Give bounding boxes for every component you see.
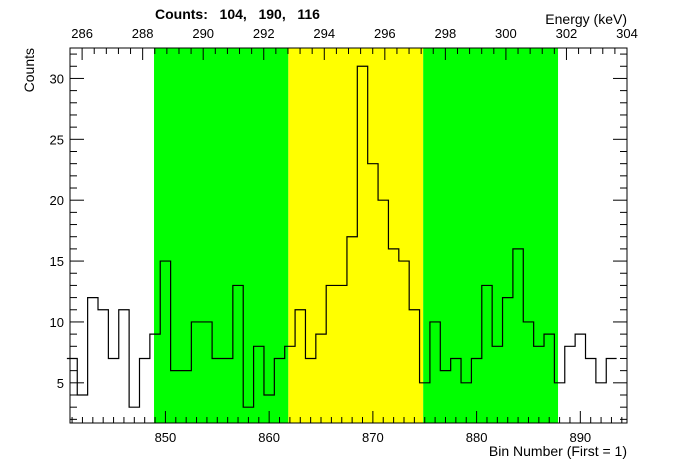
axes-layer bbox=[69, 47, 628, 424]
x-tick-label-870: 870 bbox=[362, 430, 384, 445]
energy-axis-title: Energy (keV) bbox=[545, 11, 627, 27]
histogram-bin-846 bbox=[119, 310, 129, 423]
histogram-bin-875 bbox=[420, 383, 430, 423]
histogram-bin-892 bbox=[596, 383, 606, 423]
y-tick-label-20: 20 bbox=[50, 193, 64, 208]
histogram-bin-843 bbox=[88, 298, 98, 423]
y-tick-label-25: 25 bbox=[50, 132, 64, 147]
histogram-bin-872 bbox=[388, 249, 398, 423]
x2-tick-label-304: 304 bbox=[616, 26, 638, 41]
histogram-bin-874 bbox=[409, 310, 419, 423]
histogram-bin-854 bbox=[202, 322, 212, 423]
y-tick-label-10: 10 bbox=[50, 315, 64, 330]
histogram-bin-887 bbox=[544, 334, 554, 423]
histogram-bin-852 bbox=[181, 371, 191, 423]
histogram-bin-859 bbox=[254, 346, 264, 423]
histogram-bin-870 bbox=[368, 164, 378, 423]
histogram-bin-888 bbox=[554, 383, 564, 423]
histogram-bin-873 bbox=[399, 261, 409, 423]
y-tick-label-30: 30 bbox=[50, 71, 64, 86]
x2-tick-label-300: 300 bbox=[495, 26, 517, 41]
histogram-bin-871 bbox=[378, 200, 388, 423]
histogram-bin-841 bbox=[67, 358, 77, 423]
histogram-bin-866 bbox=[326, 285, 336, 423]
x2-tick-label-302: 302 bbox=[556, 26, 578, 41]
histogram-bin-885 bbox=[523, 322, 533, 423]
histogram-bin-863 bbox=[295, 310, 305, 423]
histogram-bin-886 bbox=[534, 346, 544, 423]
x2-tick-label-286: 286 bbox=[71, 26, 93, 41]
x2-tick-label-290: 290 bbox=[192, 26, 214, 41]
histogram-bin-890 bbox=[575, 334, 585, 423]
histogram-bin-889 bbox=[565, 346, 575, 423]
histogram-bin-893 bbox=[606, 358, 616, 423]
histogram-bin-849 bbox=[150, 334, 160, 423]
histogram-bin-853 bbox=[191, 322, 201, 423]
histogram-line bbox=[66, 65, 617, 408]
x-tick-label-850: 850 bbox=[155, 430, 177, 445]
histogram-bin-883 bbox=[503, 298, 513, 423]
labels-layer: 5 10 15 20 25 30 850 860 870 880 890 286 288 290 292 29… bbox=[21, 6, 638, 459]
histogram-bin-891 bbox=[586, 358, 596, 423]
histogram-bin-877 bbox=[440, 371, 450, 423]
x-axis-title: Bin Number (First = 1) bbox=[489, 443, 627, 459]
y-tick-label-15: 15 bbox=[50, 254, 64, 269]
histogram-bin-861 bbox=[274, 358, 284, 423]
x2-tick-label-294: 294 bbox=[313, 26, 335, 41]
histogram-bin-855 bbox=[212, 358, 222, 423]
histogram-bin-862 bbox=[285, 346, 295, 423]
histogram-bin-867 bbox=[337, 285, 347, 423]
region-2 bbox=[423, 48, 559, 423]
x-tick-label-880: 880 bbox=[466, 430, 488, 445]
histogram-bin-857 bbox=[233, 285, 243, 423]
x2-tick-label-296: 296 bbox=[374, 26, 396, 41]
histogram-bin-879 bbox=[461, 383, 471, 423]
region-1 bbox=[288, 48, 424, 423]
histogram-bin-856 bbox=[222, 358, 232, 423]
histogram-bin-876 bbox=[430, 322, 440, 423]
histogram-bin-850 bbox=[160, 261, 170, 423]
histogram-bin-845 bbox=[108, 358, 118, 423]
histogram-bin-881 bbox=[482, 285, 492, 423]
histogram-bin-864 bbox=[305, 358, 315, 423]
y-axis-title: Counts bbox=[21, 48, 37, 92]
histogram-bin-882 bbox=[492, 346, 502, 423]
x2-tick-label-298: 298 bbox=[435, 26, 457, 41]
region-0 bbox=[154, 48, 289, 423]
histogram-bin-869 bbox=[357, 66, 367, 423]
histogram-bin-884 bbox=[513, 249, 523, 423]
histogram-bin-868 bbox=[347, 237, 357, 423]
x2-tick-label-288: 288 bbox=[132, 26, 154, 41]
histogram-bin-865 bbox=[316, 334, 326, 423]
regions-layer bbox=[154, 48, 559, 423]
y-tick-label-5: 5 bbox=[57, 376, 64, 391]
histogram-bin-848 bbox=[139, 358, 149, 423]
x2-tick-label-292: 292 bbox=[253, 26, 275, 41]
x-tick-label-860: 860 bbox=[258, 430, 280, 445]
histogram-layer bbox=[66, 65, 617, 423]
counts-title: Counts: 104, 190, 116 bbox=[155, 6, 320, 22]
x-tick-label-890: 890 bbox=[569, 430, 591, 445]
histogram-bin-878 bbox=[451, 358, 461, 423]
histogram-bin-844 bbox=[98, 310, 108, 423]
histogram-bin-851 bbox=[171, 371, 181, 423]
